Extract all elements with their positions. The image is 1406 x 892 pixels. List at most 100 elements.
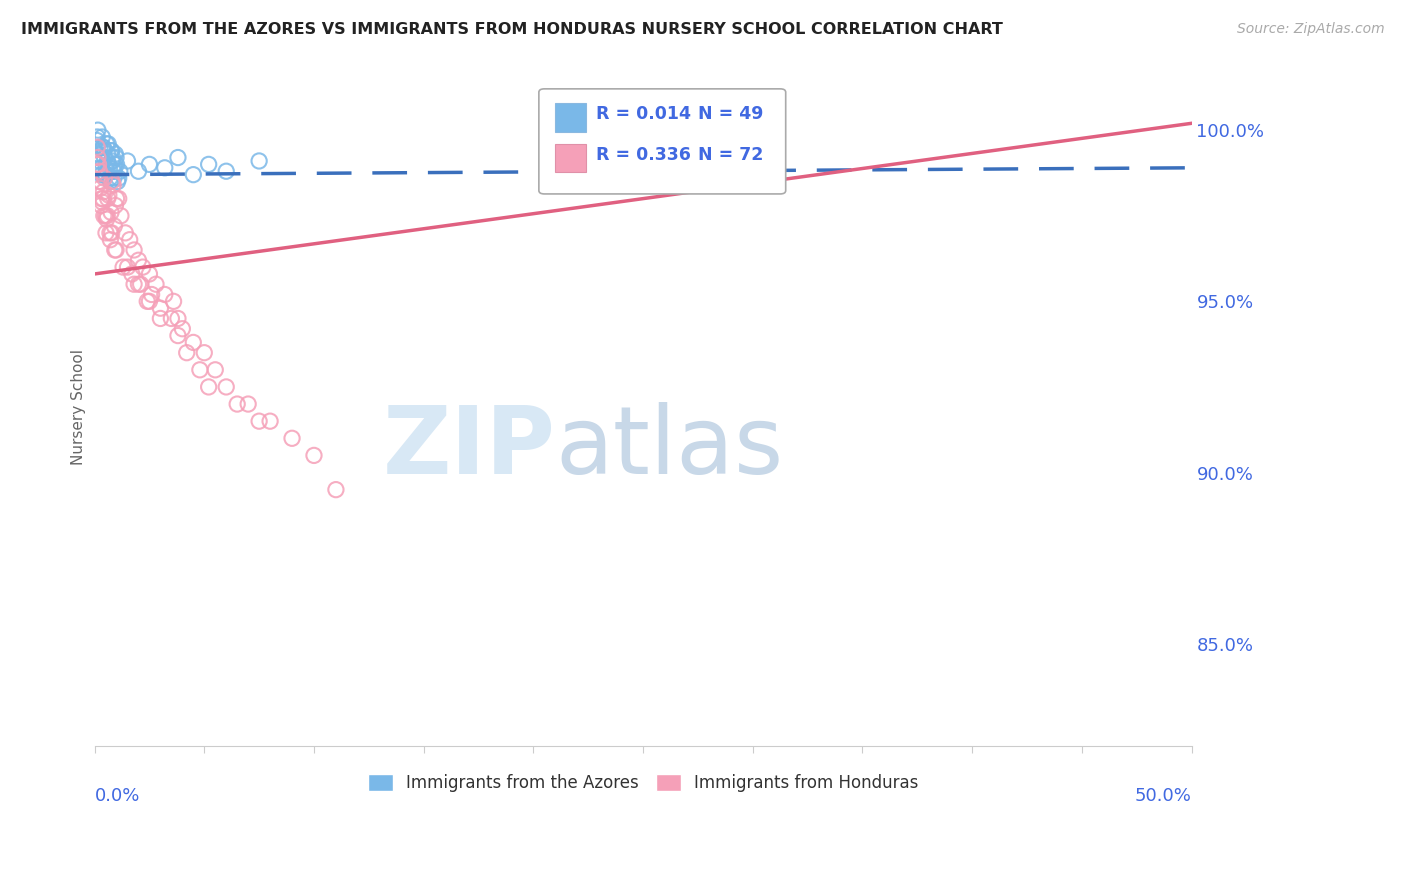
Point — [247, 153, 270, 168]
Point — [247, 414, 270, 428]
Point — [98, 233, 121, 247]
Point — [104, 198, 127, 212]
Point — [89, 140, 111, 154]
Point — [89, 164, 111, 178]
Point — [100, 144, 122, 158]
Point — [107, 192, 129, 206]
Legend: Immigrants from the Azores, Immigrants from Honduras: Immigrants from the Azores, Immigrants f… — [361, 768, 925, 799]
Point — [98, 174, 121, 188]
Point — [90, 168, 112, 182]
Point — [104, 243, 127, 257]
Point — [127, 253, 149, 268]
Point — [93, 171, 115, 186]
Point — [153, 287, 176, 301]
Point — [104, 157, 127, 171]
Point — [98, 161, 121, 175]
Point — [87, 157, 110, 171]
Point — [138, 157, 160, 171]
Point — [97, 192, 120, 206]
Text: Source: ZipAtlas.com: Source: ZipAtlas.com — [1237, 22, 1385, 37]
Point — [193, 345, 215, 359]
Point — [122, 277, 145, 292]
Point — [89, 181, 111, 195]
Point — [96, 136, 118, 151]
Point — [121, 267, 143, 281]
Point — [127, 164, 149, 178]
Point — [86, 157, 108, 171]
Point — [87, 174, 110, 188]
Point — [97, 147, 120, 161]
Point — [141, 287, 163, 301]
Point — [188, 363, 211, 377]
Point — [98, 226, 121, 240]
Point — [112, 260, 135, 274]
Point — [167, 151, 190, 165]
Point — [100, 144, 122, 158]
Point — [167, 311, 190, 326]
Point — [117, 153, 139, 168]
Point — [197, 157, 219, 171]
FancyBboxPatch shape — [555, 103, 586, 131]
Point — [181, 168, 204, 182]
Point — [103, 164, 125, 178]
Point — [90, 161, 112, 175]
Point — [236, 397, 259, 411]
Point — [107, 174, 129, 188]
Point — [172, 322, 194, 336]
Text: 0.0%: 0.0% — [94, 787, 141, 805]
Point — [118, 233, 141, 247]
Point — [103, 164, 125, 178]
Point — [91, 195, 114, 210]
Point — [96, 153, 118, 168]
Point — [93, 151, 115, 165]
Point — [181, 335, 204, 350]
Point — [145, 277, 167, 292]
Point — [94, 209, 117, 223]
Point — [105, 192, 128, 206]
Point — [105, 243, 128, 257]
Point — [93, 140, 115, 154]
Point — [100, 205, 122, 219]
Text: R = 0.014: R = 0.014 — [596, 105, 690, 123]
Point — [103, 219, 125, 233]
Point — [226, 397, 249, 411]
Point — [204, 363, 226, 377]
Point — [107, 171, 129, 186]
Point — [87, 153, 110, 168]
Point — [87, 123, 110, 137]
Point — [149, 311, 172, 326]
Point — [197, 380, 219, 394]
Point — [162, 294, 184, 309]
Point — [103, 171, 125, 186]
Point — [325, 483, 347, 497]
Point — [93, 185, 115, 199]
Text: 50.0%: 50.0% — [1135, 787, 1192, 805]
Point — [93, 209, 115, 223]
Point — [94, 226, 117, 240]
Point — [90, 192, 112, 206]
Point — [104, 147, 127, 161]
Point — [122, 243, 145, 257]
Point — [86, 140, 108, 154]
Point — [110, 209, 132, 223]
Point — [101, 174, 124, 188]
Point — [149, 301, 172, 315]
FancyBboxPatch shape — [538, 89, 786, 194]
Point — [94, 161, 117, 175]
Point — [215, 380, 238, 394]
Point — [98, 171, 121, 186]
FancyBboxPatch shape — [555, 144, 586, 172]
Text: N = 72: N = 72 — [697, 145, 763, 163]
Point — [87, 147, 110, 161]
Point — [101, 151, 124, 165]
Text: N = 49: N = 49 — [697, 105, 763, 123]
Point — [90, 164, 112, 178]
Point — [136, 294, 159, 309]
Point — [97, 136, 120, 151]
Point — [103, 178, 125, 192]
Point — [302, 449, 325, 463]
Point — [94, 168, 117, 182]
Point — [117, 260, 139, 274]
Point — [101, 153, 124, 168]
Point — [138, 267, 160, 281]
